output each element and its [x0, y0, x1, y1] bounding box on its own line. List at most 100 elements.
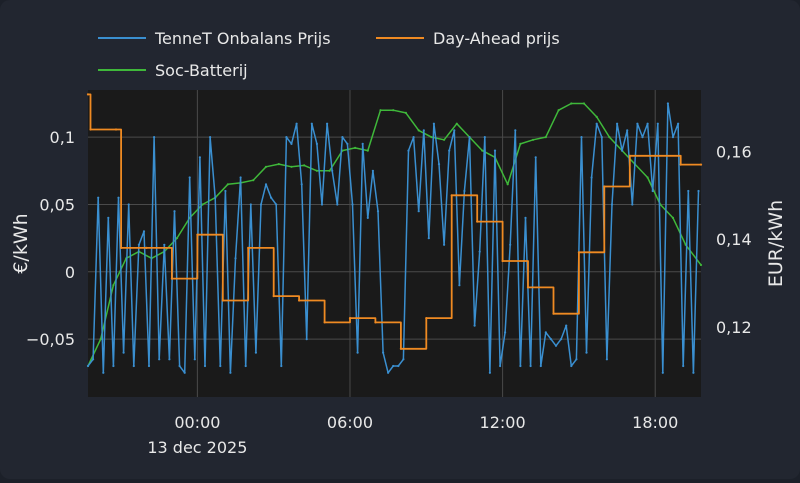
- data-point-tennet-onbalans-prijs: [305, 338, 308, 341]
- data-point-tennet-onbalans-prijs: [244, 364, 247, 368]
- data-point-tennet-onbalans-prijs: [122, 351, 125, 354]
- data-point-tennet-onbalans-prijs: [407, 149, 410, 152]
- data-point-tennet-onbalans-prijs: [453, 129, 456, 132]
- data-point-soc-batterij: [671, 216, 675, 219]
- data-point-tennet-onbalans-prijs: [656, 122, 659, 125]
- data-point-soc-batterij: [506, 183, 509, 186]
- data-point-day-ahead-prijs: [476, 220, 479, 223]
- data-point-tennet-onbalans-prijs: [102, 371, 105, 374]
- legend-item-label[interactable]: Soc-Batterij: [155, 61, 248, 80]
- data-point-soc-batterij: [303, 164, 306, 167]
- data-point-tennet-onbalans-prijs: [478, 250, 481, 253]
- data-point-tennet-onbalans-prijs: [539, 364, 542, 368]
- data-point-tennet-onbalans-prijs: [504, 331, 507, 334]
- data-point-tennet-onbalans-prijs: [600, 136, 603, 139]
- data-point-soc-batterij: [175, 237, 179, 240]
- data-point-soc-batterij: [328, 169, 331, 172]
- data-point-day-ahead-prijs: [196, 233, 199, 236]
- data-point-day-ahead-prijs: [679, 163, 682, 166]
- data-point-tennet-onbalans-prijs: [509, 243, 512, 246]
- data-point-day-ahead-prijs: [120, 246, 123, 249]
- data-point-tennet-onbalans-prijs: [458, 284, 461, 287]
- data-point-day-ahead-prijs: [552, 312, 555, 315]
- data-point-tennet-onbalans-prijs: [626, 129, 629, 132]
- data-point-tennet-onbalans-prijs: [107, 216, 110, 219]
- data-point-soc-batterij: [226, 183, 229, 186]
- data-point-tennet-onbalans-prijs: [168, 358, 171, 361]
- data-point-tennet-onbalans-prijs: [605, 358, 609, 361]
- data-point-tennet-onbalans-prijs: [687, 189, 690, 193]
- legend-item-label[interactable]: TenneT Onbalans Prijs: [154, 29, 331, 48]
- legend-item-label[interactable]: Day-Ahead prijs: [433, 29, 560, 48]
- data-point-tennet-onbalans-prijs: [356, 351, 359, 354]
- x-tick-label: 12:00: [480, 413, 526, 432]
- data-point-tennet-onbalans-prijs: [219, 364, 222, 368]
- data-point-tennet-onbalans-prijs: [682, 364, 685, 368]
- data-point-day-ahead-prijs: [247, 246, 250, 249]
- data-point-tennet-onbalans-prijs: [275, 203, 278, 206]
- data-point-tennet-onbalans-prijs: [163, 243, 166, 246]
- data-point-tennet-onbalans-prijs: [554, 344, 558, 347]
- data-point-tennet-onbalans-prijs: [153, 136, 156, 139]
- data-point-tennet-onbalans-prijs: [463, 189, 466, 193]
- data-point-soc-batterij: [582, 102, 586, 105]
- data-point-tennet-onbalans-prijs: [565, 324, 568, 327]
- data-point-tennet-onbalans-prijs: [158, 358, 161, 361]
- data-point-day-ahead-prijs: [501, 259, 504, 263]
- data-point-tennet-onbalans-prijs: [392, 364, 395, 368]
- data-point-day-ahead-prijs: [114, 128, 118, 131]
- y-right-tick-label: 0,14: [716, 230, 752, 249]
- data-point-day-ahead-prijs: [526, 286, 530, 289]
- y-left-axis-title: €/kWh: [10, 213, 32, 273]
- y-left-tick-label: 0: [65, 263, 75, 282]
- data-point-tennet-onbalans-prijs: [178, 364, 181, 368]
- data-point-day-ahead-prijs: [170, 277, 173, 280]
- data-point-tennet-onbalans-prijs: [529, 364, 532, 368]
- data-point-tennet-onbalans-prijs: [310, 122, 313, 125]
- data-point-tennet-onbalans-prijs: [229, 371, 232, 374]
- data-point-tennet-onbalans-prijs: [224, 189, 227, 193]
- data-point-tennet-onbalans-prijs: [697, 189, 700, 193]
- data-point-day-ahead-prijs: [577, 251, 581, 254]
- data-point-soc-batterij: [201, 203, 204, 206]
- data-point-tennet-onbalans-prijs: [427, 237, 430, 240]
- data-point-soc-batterij: [455, 122, 458, 125]
- data-point-tennet-onbalans-prijs: [280, 364, 283, 368]
- data-point-day-ahead-prijs: [603, 185, 606, 188]
- data-point-tennet-onbalans-prijs: [417, 210, 420, 213]
- data-point-tennet-onbalans-prijs: [549, 338, 553, 341]
- data-point-tennet-onbalans-prijs: [188, 176, 191, 179]
- data-point-tennet-onbalans-prijs: [259, 203, 263, 206]
- data-point-soc-batterij: [277, 163, 280, 166]
- data-point-tennet-onbalans-prijs: [270, 196, 273, 199]
- data-point-soc-batterij: [392, 109, 395, 112]
- data-point-tennet-onbalans-prijs: [112, 364, 115, 368]
- data-point-soc-batterij: [366, 149, 369, 152]
- data-point-day-ahead-prijs: [628, 154, 631, 157]
- data-point-tennet-onbalans-prijs: [320, 203, 324, 206]
- data-point-soc-batterij: [699, 263, 703, 267]
- data-point-tennet-onbalans-prijs: [183, 371, 186, 374]
- data-point-day-ahead-prijs: [450, 194, 453, 197]
- data-point-tennet-onbalans-prijs: [376, 210, 380, 213]
- data-point-tennet-onbalans-prijs: [193, 358, 196, 361]
- data-point-tennet-onbalans-prijs: [371, 169, 374, 172]
- data-point-day-ahead-prijs: [399, 347, 402, 350]
- data-point-tennet-onbalans-prijs: [137, 243, 140, 246]
- data-point-tennet-onbalans-prijs: [651, 189, 654, 193]
- data-point-tennet-onbalans-prijs: [397, 364, 400, 368]
- legend[interactable]: TenneT Onbalans Prijs Day-Ahead prijs Soc-…: [98, 29, 560, 80]
- data-point-soc-batterij: [519, 142, 522, 145]
- y-left-tick-label: 0,1: [50, 128, 75, 147]
- x-tick-label: 18:00: [632, 413, 678, 432]
- data-point-tennet-onbalans-prijs: [264, 183, 268, 186]
- data-point-soc-batterij: [264, 165, 268, 168]
- data-point-soc-batterij: [99, 338, 102, 341]
- data-point-tennet-onbalans-prijs: [402, 358, 405, 361]
- data-point-tennet-onbalans-prijs: [666, 102, 670, 105]
- data-point-tennet-onbalans-prijs: [346, 142, 349, 145]
- data-point-tennet-onbalans-prijs: [585, 351, 588, 354]
- data-point-tennet-onbalans-prijs: [173, 210, 176, 213]
